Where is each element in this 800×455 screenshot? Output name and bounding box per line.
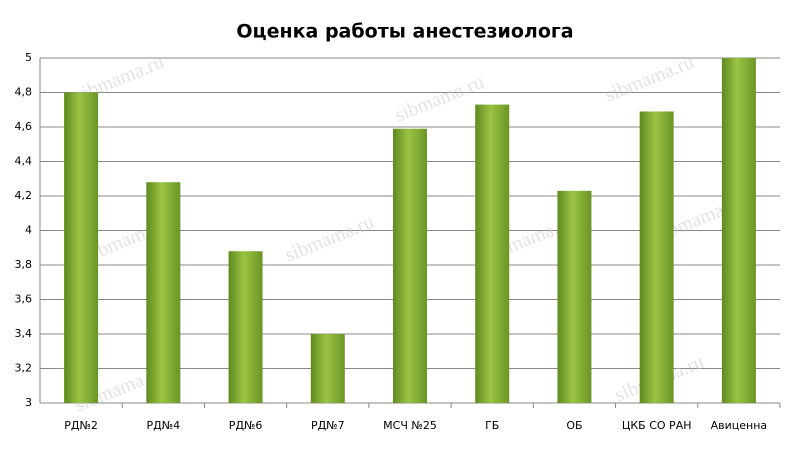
- bar: [639, 111, 674, 403]
- bar: [228, 251, 263, 403]
- x-tick-label: Авиценна: [711, 419, 768, 432]
- x-tick-label: РД№7: [311, 419, 345, 432]
- x-tick-label: ОБ: [566, 419, 582, 432]
- x-tick-label: РД№6: [229, 419, 263, 432]
- y-tick-label: 4,6: [15, 120, 33, 133]
- y-tick-label: 3: [25, 396, 32, 409]
- y-tick-label: 3,8: [15, 258, 33, 271]
- x-tick-label: МСЧ №25: [383, 419, 437, 432]
- bar: [393, 128, 427, 403]
- x-tick-label: ЦКБ СО РАН: [622, 419, 692, 432]
- x-tick-label: РД№2: [64, 419, 98, 432]
- bar: [557, 190, 592, 403]
- bar: [310, 334, 345, 403]
- y-tick-label: 3,2: [15, 362, 33, 375]
- y-tick-label: 4,2: [15, 189, 33, 202]
- watermark: sibmama.ru: [602, 51, 697, 107]
- y-tick-label: 4: [25, 224, 32, 237]
- y-tick-label: 5: [25, 51, 32, 64]
- y-tick-label: 3,4: [15, 327, 33, 340]
- x-tick-label: ГБ: [485, 419, 499, 432]
- bar: [721, 58, 756, 403]
- y-tick-label: 4,4: [15, 155, 33, 168]
- x-tick-label: РД№4: [146, 419, 180, 432]
- bar: [475, 104, 510, 403]
- y-tick-label: 3,6: [15, 293, 33, 306]
- bar: [146, 182, 181, 403]
- watermark: sibmama.ru: [392, 71, 487, 127]
- chart-title: Оценка работы анестезиолога: [236, 21, 573, 43]
- y-tick-label: 4,8: [15, 86, 33, 99]
- bar: [64, 92, 99, 403]
- watermark: sibmama.ru: [282, 211, 377, 267]
